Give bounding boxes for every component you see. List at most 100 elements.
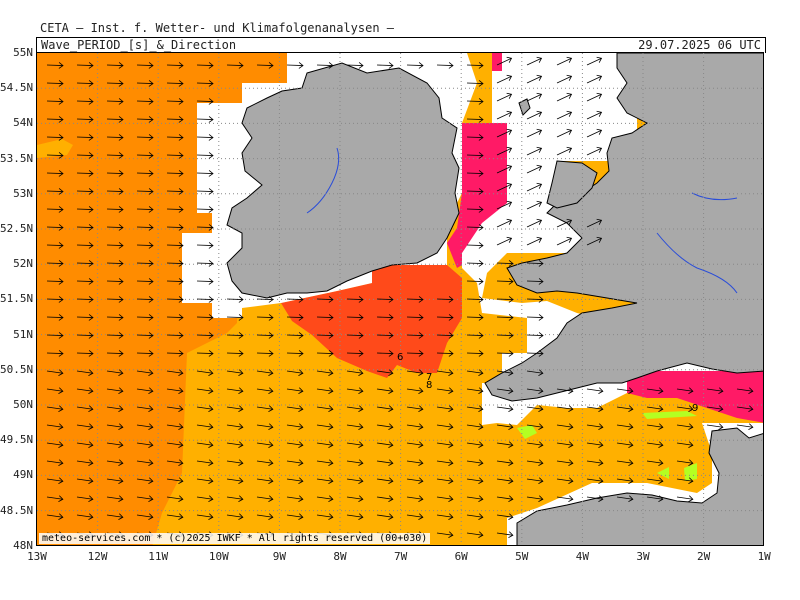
direction-arrow (496, 513, 514, 520)
direction-arrow (676, 387, 694, 394)
direction-arrow (136, 260, 154, 267)
direction-arrow (166, 224, 184, 231)
direction-arrow (256, 314, 274, 321)
latitude-label: 51N (13, 327, 33, 341)
direction-arrow (526, 128, 543, 138)
direction-arrow (466, 423, 484, 430)
direction-arrow (226, 296, 244, 303)
direction-arrow (466, 98, 484, 105)
direction-arrow (256, 350, 274, 357)
direction-arrow (526, 459, 544, 466)
direction-arrow (376, 423, 394, 430)
direction-arrow (496, 350, 514, 357)
direction-arrow (526, 369, 544, 376)
direction-arrow (526, 92, 543, 102)
direction-arrow (106, 513, 124, 520)
direction-arrow (436, 62, 454, 69)
direction-arrow (376, 296, 394, 303)
direction-arrow (346, 495, 364, 502)
direction-arrow (46, 405, 64, 412)
longitude-label: 1W (757, 550, 771, 563)
direction-arrow (196, 495, 214, 502)
period-label-6: 6 (397, 352, 403, 363)
direction-arrow (226, 369, 244, 376)
direction-arrow (106, 369, 124, 376)
direction-arrow (316, 314, 334, 321)
direction-arrow (376, 369, 394, 376)
direction-arrow (376, 513, 394, 520)
direction-arrow (496, 146, 513, 156)
direction-arrow (76, 332, 94, 339)
direction-arrow (256, 387, 274, 394)
direction-arrow (526, 218, 543, 228)
direction-arrow (76, 224, 94, 231)
direction-arrow (136, 423, 154, 430)
direction-arrow (586, 387, 604, 394)
direction-arrow (466, 332, 484, 339)
direction-arrow (406, 477, 424, 484)
direction-arrow (646, 441, 664, 448)
direction-arrow (166, 350, 184, 357)
direction-arrow (496, 332, 514, 339)
direction-arrow (406, 423, 424, 430)
direction-arrow (136, 350, 154, 357)
direction-arrow (496, 296, 514, 303)
direction-arrow (316, 296, 334, 303)
direction-arrow (46, 314, 64, 321)
direction-arrow (466, 134, 484, 141)
direction-arrow (586, 236, 603, 246)
direction-arrow (106, 441, 124, 448)
direction-arrow (646, 405, 664, 412)
direction-arrow (76, 170, 94, 177)
direction-arrow (106, 242, 124, 249)
direction-arrow (526, 146, 543, 156)
direction-arrow (76, 206, 94, 213)
direction-arrow (106, 387, 124, 394)
period-label-9: 9 (692, 403, 698, 414)
direction-arrow (136, 134, 154, 141)
direction-arrow (466, 459, 484, 466)
direction-arrow (406, 62, 424, 69)
organization-header: CETA — Inst. f. Wetter- und Klimafolgena… (40, 21, 395, 35)
direction-arrow (286, 296, 304, 303)
direction-arrow (616, 441, 634, 448)
direction-arrow (646, 387, 664, 394)
direction-arrow (466, 531, 484, 538)
direction-arrow (46, 260, 64, 267)
river (306, 147, 340, 214)
direction-arrow (406, 405, 424, 412)
direction-arrow (196, 296, 214, 303)
direction-arrow (466, 278, 484, 285)
direction-arrow (676, 477, 694, 484)
latitude-label: 54N (13, 116, 33, 130)
direction-arrow (166, 188, 184, 195)
direction-arrow (496, 74, 513, 84)
direction-arrow (286, 314, 304, 321)
direction-arrow (406, 296, 424, 303)
direction-arrow (196, 350, 214, 357)
direction-arrow (106, 477, 124, 484)
direction-arrow (466, 116, 484, 123)
direction-arrow (256, 441, 274, 448)
direction-arrow (346, 296, 364, 303)
direction-arrow (166, 80, 184, 87)
direction-arrow (556, 477, 574, 484)
direction-arrow (406, 387, 424, 394)
direction-arrow (346, 441, 364, 448)
direction-arrow (196, 441, 214, 448)
longitude-label: 3W (636, 550, 650, 563)
direction-arrow (496, 369, 514, 376)
direction-arrow (46, 80, 64, 87)
direction-arrow (436, 369, 454, 376)
direction-arrow (226, 441, 244, 448)
direction-arrow (286, 405, 304, 412)
direction-arrow (496, 477, 514, 484)
direction-arrow (46, 387, 64, 394)
direction-arrow (196, 152, 214, 159)
direction-arrow (256, 423, 274, 430)
direction-arrow (286, 62, 304, 69)
direction-arrow (376, 405, 394, 412)
direction-arrow (406, 314, 424, 321)
longitude-label: 10W (208, 550, 229, 563)
direction-arrow (106, 278, 124, 285)
